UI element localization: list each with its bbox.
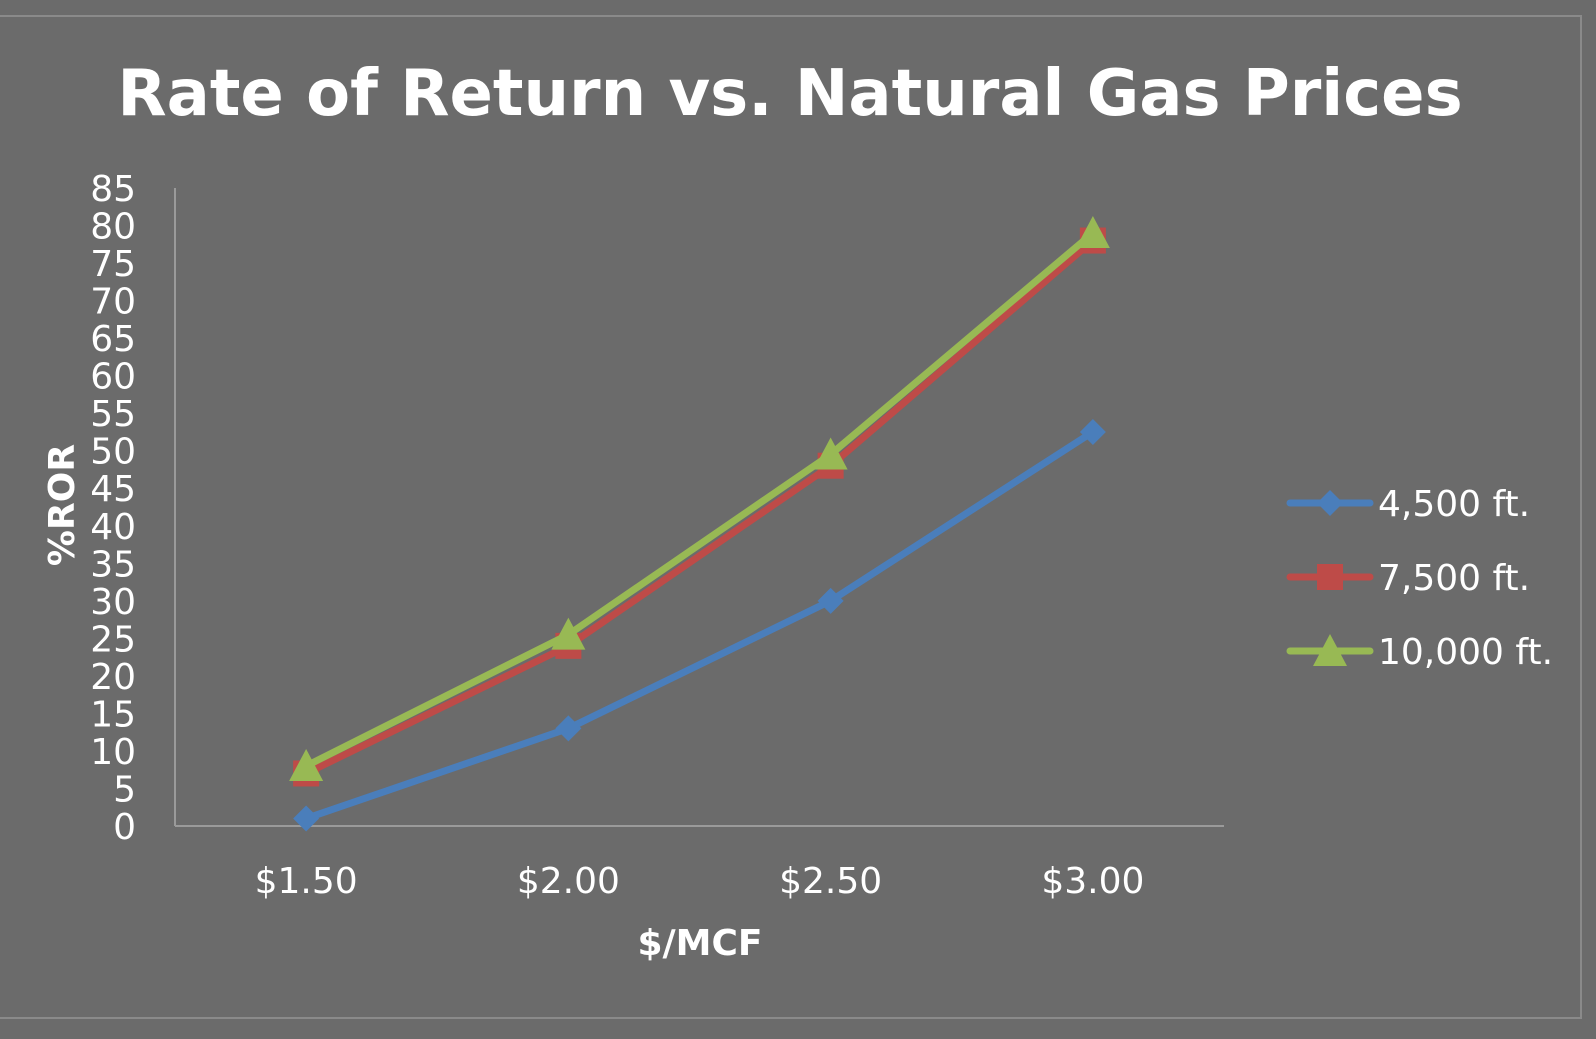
x-tick-label: $3.00: [1041, 861, 1144, 902]
legend: 4,500 ft. 7,500 ft. 10,000 ft.: [1286, 484, 1553, 673]
y-tick-label: 80: [90, 207, 136, 248]
data-point: [817, 587, 844, 614]
legend-marker: [1313, 634, 1347, 666]
y-tick-label: 25: [90, 619, 136, 660]
series-line: [302, 229, 1097, 770]
series-line: [302, 237, 1097, 777]
legend-marker: [1317, 490, 1343, 516]
legend-item: 7,500 ft.: [1286, 558, 1530, 599]
y-tick-label: 55: [90, 394, 136, 435]
legend-item: 10,000 ft.: [1286, 632, 1553, 673]
chart-border: [0, 15, 1582, 1019]
data-point: [1079, 418, 1106, 445]
series-layer: [289, 216, 1110, 832]
legend-label: 7,500 ft.: [1378, 558, 1530, 599]
chart-title: Rate of Return vs. Natural Gas Prices: [117, 57, 1462, 131]
data-point: [289, 748, 324, 781]
data-point: [813, 437, 848, 470]
y-tick-label: 20: [90, 657, 136, 698]
y-tick-label: 85: [90, 169, 136, 210]
series-3: [289, 216, 1110, 781]
y-tick-label: 0: [113, 807, 136, 848]
legend-label: 4,500 ft.: [1378, 484, 1530, 525]
y-tick-label: 10: [90, 732, 136, 773]
series-line: [302, 428, 1097, 822]
y-tick-label: 15: [90, 694, 136, 735]
y-tick-label: 75: [90, 244, 136, 285]
y-tick-label: 60: [90, 357, 136, 398]
y-tick-label: 45: [90, 469, 136, 510]
x-tick-label: $2.00: [517, 861, 620, 902]
y-tick-label: 50: [90, 432, 136, 473]
x-axis-title: $/MCF: [637, 923, 762, 964]
data-point: [555, 715, 582, 742]
data-point: [551, 617, 586, 650]
y-tick-label: 70: [90, 282, 136, 323]
y-axis-title: %ROR: [42, 444, 83, 566]
x-tick-label: $1.50: [255, 861, 358, 902]
legend-item: 4,500 ft.: [1286, 484, 1530, 525]
x-tick-labels: $1.50 $2.00 $2.50 $3.00: [255, 861, 1145, 902]
legend-marker: [1317, 564, 1343, 590]
series-2: [293, 227, 1106, 787]
x-tick-label: $2.50: [779, 861, 882, 902]
data-point: [1075, 216, 1110, 249]
y-tick-label: 35: [90, 544, 136, 585]
series-1: [293, 418, 1106, 832]
legend-label: 10,000 ft.: [1378, 632, 1553, 673]
y-tick-label: 40: [90, 507, 136, 548]
y-tick-label: 5: [113, 769, 136, 810]
y-tick-label: 65: [90, 319, 136, 360]
data-point: [293, 805, 320, 832]
y-tick-label: 30: [90, 582, 136, 623]
